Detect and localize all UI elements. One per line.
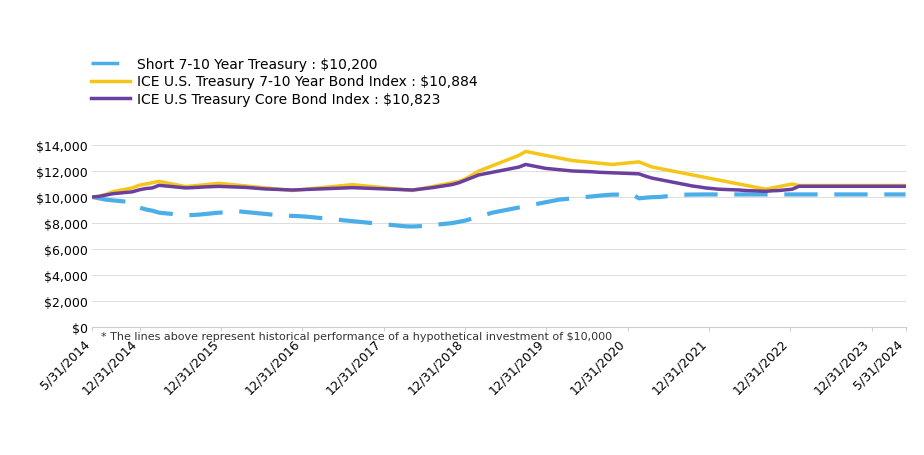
Legend: Short 7-10 Year Treasury : $10,200, ICE U.S. Treasury 7-10 Year Bond Index : $10: Short 7-10 Year Treasury : $10,200, ICE … [91, 58, 478, 107]
Text: * The lines above represent historical performance of a hypothetical investment : * The lines above represent historical p… [101, 331, 612, 341]
